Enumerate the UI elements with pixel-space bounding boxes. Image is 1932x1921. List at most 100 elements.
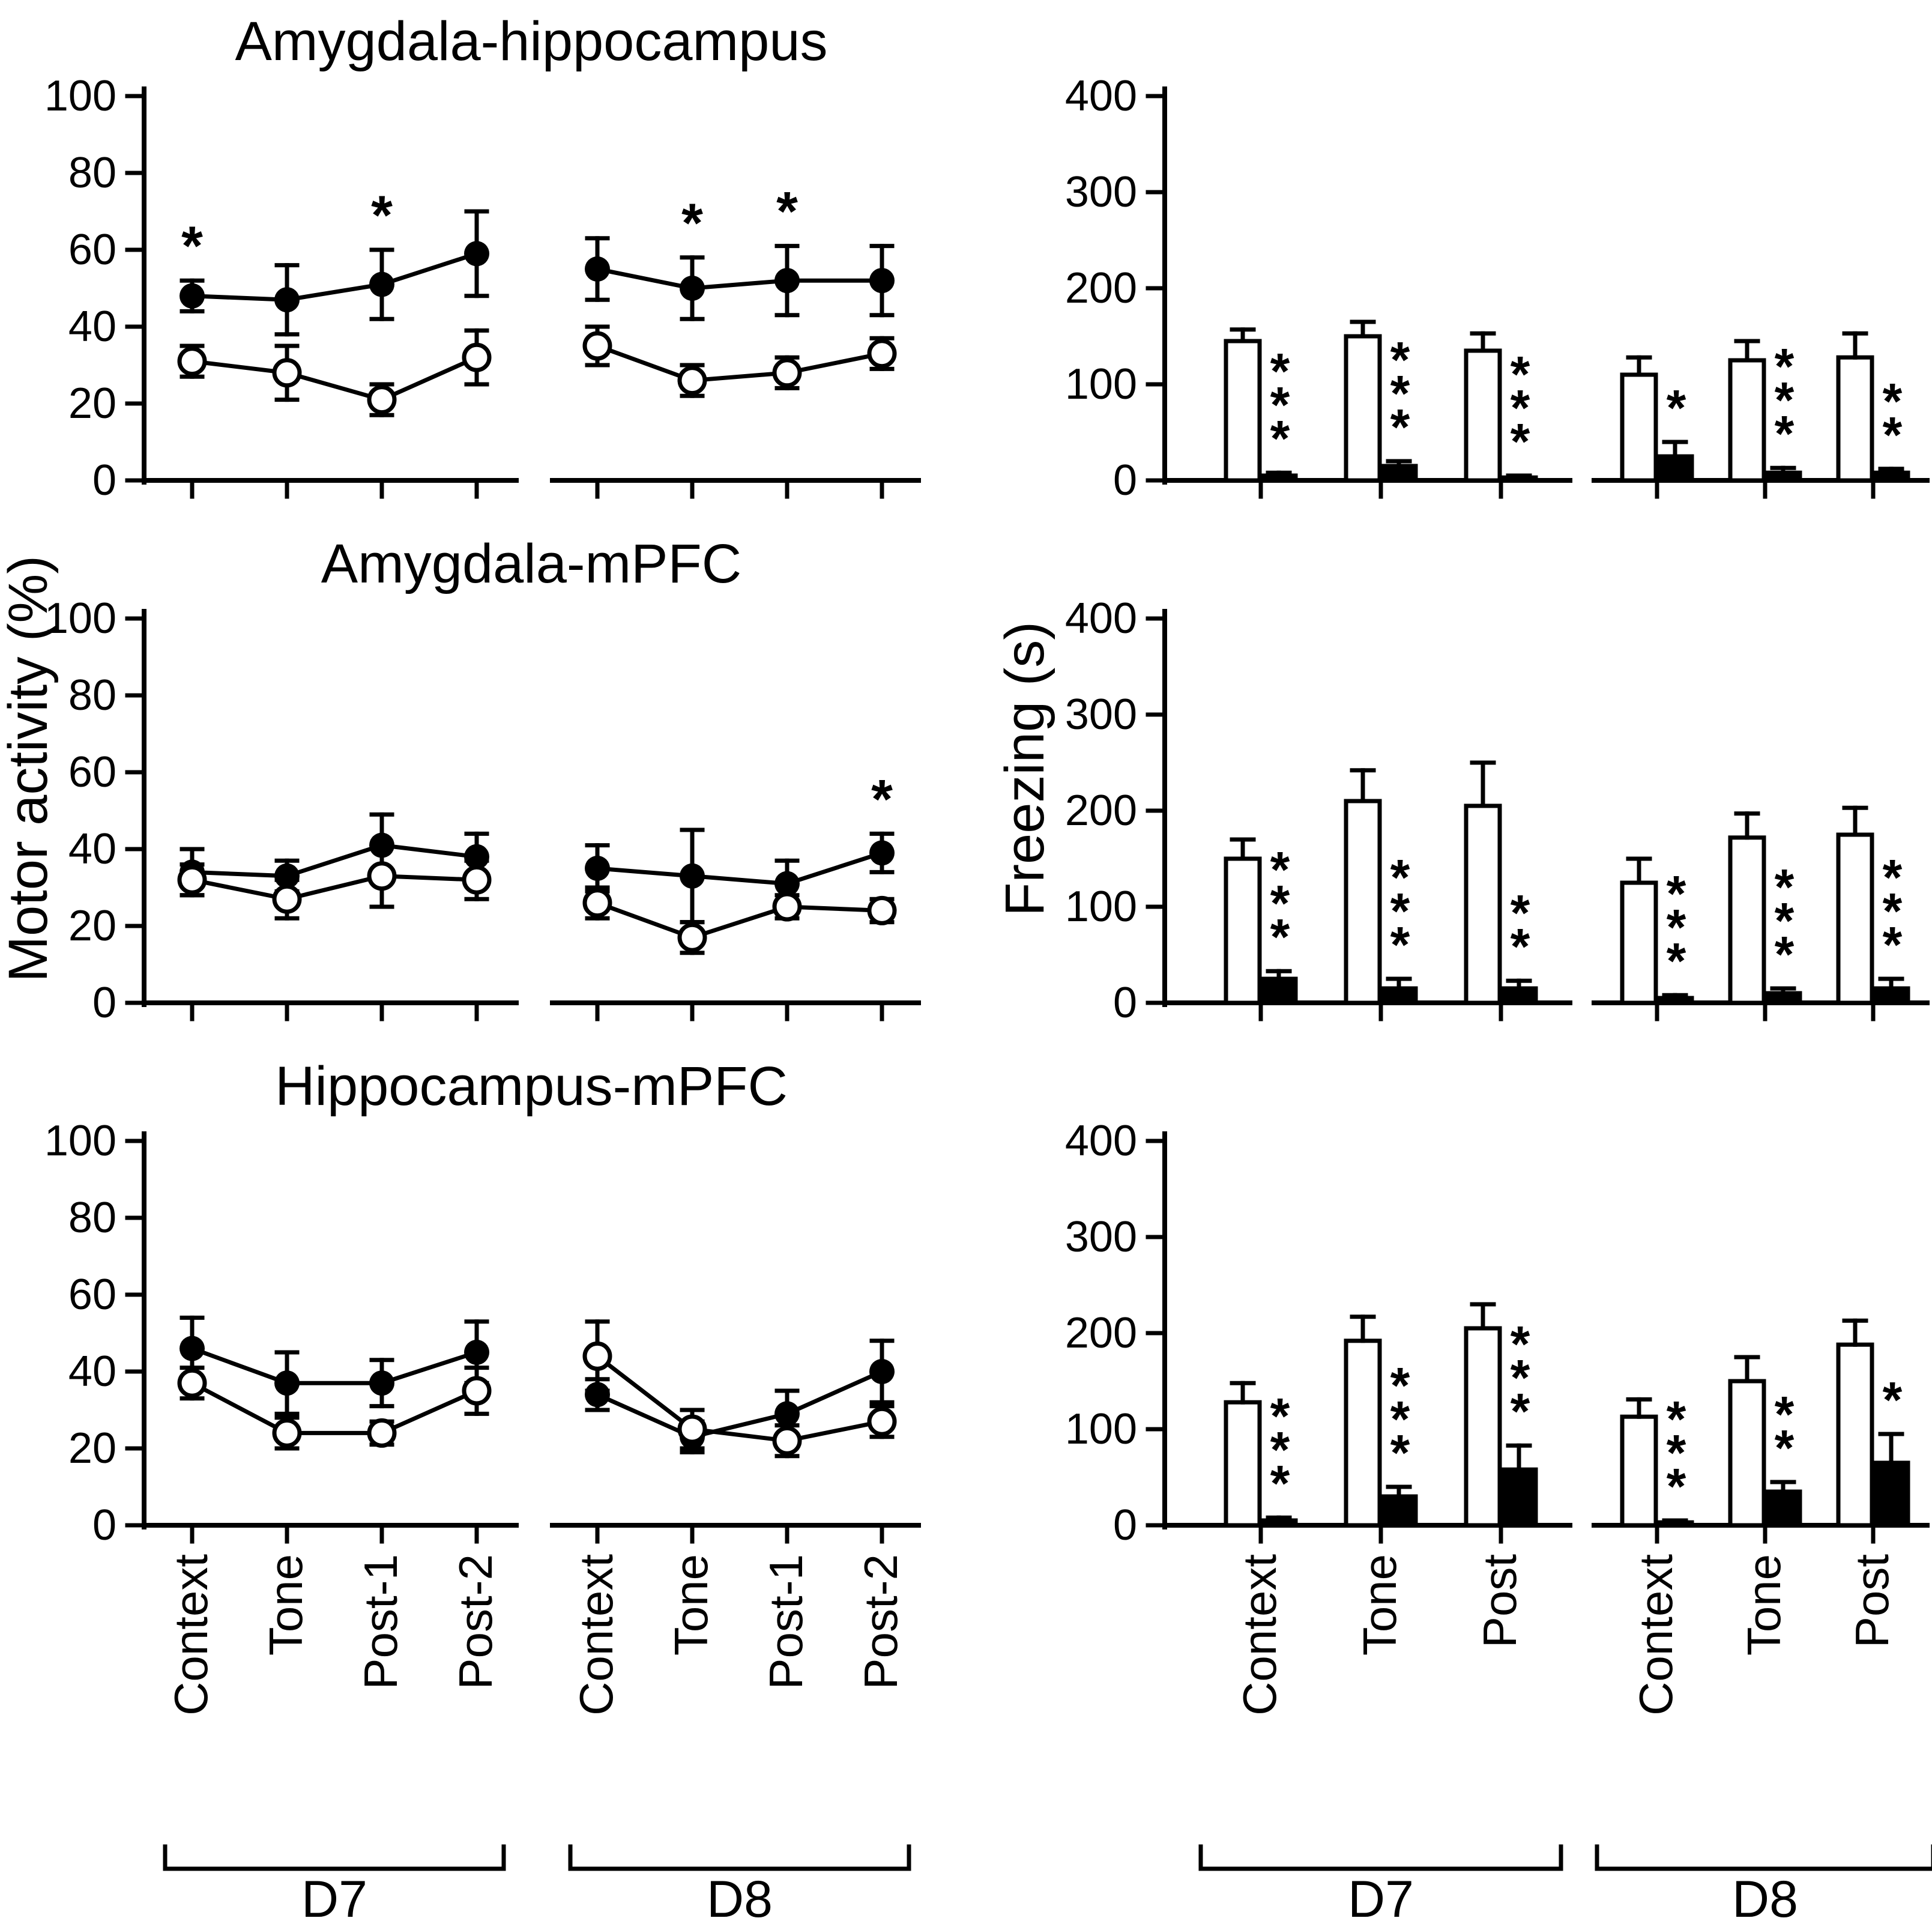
open-circle-marker <box>177 1368 207 1398</box>
y-tick-label: 300 <box>1065 168 1137 216</box>
panel-title: Hippocampus-mPFC <box>275 1056 788 1117</box>
y-tick-label: 0 <box>1113 979 1137 1027</box>
y-tick-label: 400 <box>1065 1117 1137 1165</box>
filled-circle-marker <box>774 268 800 294</box>
significance-marker: * <box>1270 1455 1290 1511</box>
significance-marker: * <box>1775 859 1795 915</box>
filled-circle-marker <box>274 863 300 889</box>
y-tick-label: 100 <box>1065 360 1137 408</box>
x-category-label: Post-2 <box>854 1554 907 1689</box>
x-category-label: Context <box>1629 1554 1682 1716</box>
y-tick-label: 40 <box>68 1348 116 1396</box>
panel-title: Amygdala-mPFC <box>321 533 741 594</box>
y-tick-label: 100 <box>44 1117 116 1165</box>
significance-marker: * <box>1883 849 1903 906</box>
open-circle-marker <box>462 865 492 895</box>
y-tick-label: 300 <box>1065 1213 1137 1261</box>
white-bar <box>1728 358 1766 483</box>
x-category-label: Tone <box>1737 1554 1790 1656</box>
significance-marker: * <box>1883 373 1903 429</box>
day-group-label: D7 <box>1348 1871 1414 1921</box>
white-bar <box>1620 1414 1658 1528</box>
filled-circle-marker <box>274 287 300 313</box>
significance-marker: * <box>1667 1424 1686 1481</box>
y-tick-label: 40 <box>68 825 116 873</box>
significance-marker: * <box>1270 875 1290 931</box>
filled-circle-marker <box>869 1359 895 1384</box>
filled-circle-marker <box>869 840 895 866</box>
filled-circle-marker <box>464 844 489 870</box>
y-tick-label: 60 <box>68 748 116 796</box>
filled-circle-marker <box>774 1401 800 1427</box>
black-bar <box>1500 1467 1538 1528</box>
white-bar <box>1344 799 1382 1005</box>
filled-circle-marker <box>369 1370 394 1396</box>
freezing-axis-title: Freezing (s) <box>994 0 1055 1537</box>
white-bar <box>1836 1342 1874 1528</box>
significance-marker: * <box>1775 372 1795 428</box>
significance-marker: * <box>1270 377 1290 433</box>
x-category-label: Tone <box>1353 1554 1406 1656</box>
x-category-label: Post <box>1473 1554 1526 1648</box>
y-tick-label: 80 <box>68 671 116 719</box>
open-circle-marker <box>677 922 707 952</box>
white-bar <box>1620 880 1658 1005</box>
y-tick-label: 100 <box>1065 1405 1137 1453</box>
x-category-label: Post <box>1846 1554 1898 1648</box>
black-bar <box>1872 986 1910 1005</box>
y-tick-label: 80 <box>68 1194 116 1242</box>
x-category-label: Context <box>570 1554 623 1716</box>
open-circle-marker <box>177 346 207 377</box>
y-tick-label: 100 <box>44 594 116 643</box>
white-bar <box>1836 355 1874 483</box>
significance-marker: * <box>1390 883 1410 939</box>
white-bar <box>1224 1400 1262 1528</box>
white-bar <box>1344 1339 1382 1528</box>
y-tick-label: 0 <box>1113 456 1137 504</box>
white-bar <box>1224 856 1262 1005</box>
chart-bar-amygdala-hippocampus: 0 100 200 300 400 * * * * * * * * * * * * * * * <box>1063 6 1932 510</box>
significance-marker: * <box>1270 410 1290 467</box>
x-category-label: Tone <box>259 1554 312 1656</box>
y-tick-label: 40 <box>68 303 116 351</box>
white-bar <box>1728 1379 1766 1528</box>
black-bar <box>1380 1494 1418 1528</box>
significance-marker: * <box>1390 916 1410 973</box>
black-bar <box>1500 986 1538 1005</box>
freezing-axis-title-text: Freezing (s) <box>994 621 1055 916</box>
filled-circle-marker <box>180 1336 205 1361</box>
chart-bar-amygdala-mpfc: 0 100 200 300 400 * * * * * * * * * * * * * * * * * <box>1063 528 1932 1033</box>
open-circle-marker <box>772 1426 802 1456</box>
significance-marker: * <box>1775 1386 1795 1442</box>
open-circle-marker <box>582 1341 612 1371</box>
significance-marker: * <box>1775 1420 1795 1476</box>
y-tick-label: 60 <box>68 226 116 274</box>
y-tick-label: 200 <box>1065 1309 1137 1357</box>
y-tick-label: 0 <box>1113 1501 1137 1549</box>
filled-circle-marker <box>680 863 705 889</box>
filled-circle-marker <box>585 1382 610 1408</box>
open-circle-marker <box>367 861 397 891</box>
significance-marker: * <box>1883 883 1903 939</box>
white-bar <box>1620 372 1658 483</box>
significance-marker: * <box>776 181 798 243</box>
significance-marker: * <box>1270 841 1290 898</box>
black-bar <box>1764 1489 1802 1528</box>
significance-marker: * <box>1390 331 1410 388</box>
significance-marker: * <box>1390 399 1410 455</box>
significance-marker: * <box>1390 849 1410 906</box>
panel-title: Amygdala-hippocampus <box>235 11 828 72</box>
y-tick-label: 100 <box>1065 883 1137 931</box>
open-circle-marker <box>272 884 302 914</box>
filled-circle-marker <box>180 283 205 309</box>
filled-circle-marker <box>585 856 610 881</box>
y-tick-label: 400 <box>1065 594 1137 643</box>
significance-marker: * <box>1390 365 1410 422</box>
filled-circle-marker <box>585 256 610 282</box>
y-tick-label: 400 <box>1065 72 1137 120</box>
white-bar <box>1344 334 1382 483</box>
significance-marker: * <box>1883 916 1903 973</box>
open-circle-marker <box>582 331 612 361</box>
y-tick-label: 100 <box>44 72 116 120</box>
